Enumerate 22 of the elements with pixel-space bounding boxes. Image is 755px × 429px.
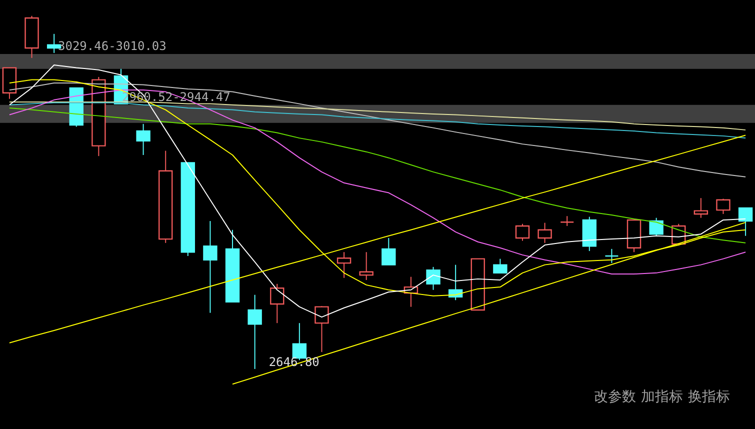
text: 加指标 (641, 389, 683, 405)
candlestick (604, 248, 619, 264)
candlestick (270, 283, 284, 324)
candlestick (649, 217, 664, 236)
band-label: 3029.46-3010.03 (58, 39, 166, 54)
candlestick (493, 258, 508, 274)
candlestick (203, 220, 218, 314)
candlestick (382, 237, 396, 266)
candlestick (515, 223, 530, 242)
candlestick (538, 222, 552, 244)
candlestick (248, 294, 262, 370)
text: 换指标 (688, 389, 730, 405)
text: 改参数 (594, 389, 636, 405)
candlestick (314, 306, 329, 353)
candlestick (738, 207, 753, 236)
candlestick (716, 198, 730, 214)
candlestick (359, 252, 374, 280)
candlestick (336, 252, 352, 278)
candlestick (694, 198, 708, 218)
candlestick (136, 123, 150, 156)
candlestick (560, 216, 574, 226)
candlestick (426, 266, 440, 290)
